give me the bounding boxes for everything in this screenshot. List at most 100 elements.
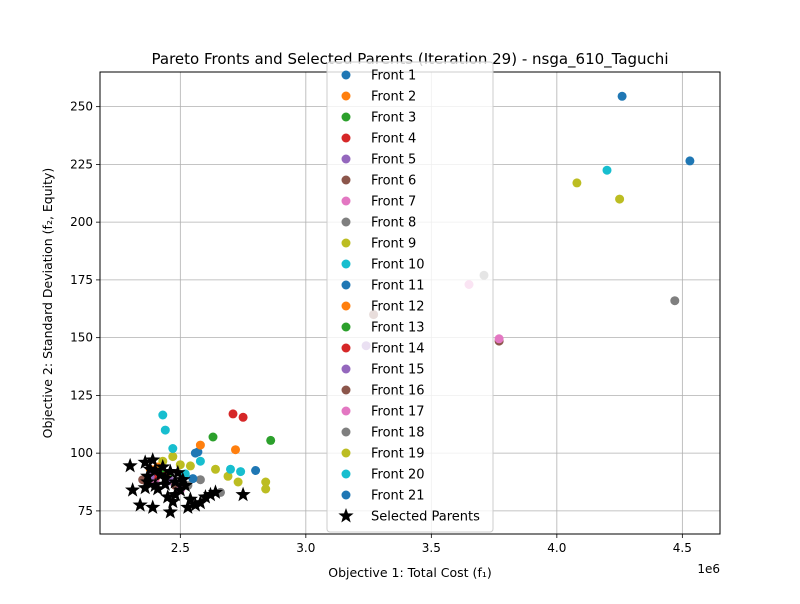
legend-label: Front 16 [371, 384, 425, 399]
legend-label: Front 3 [371, 111, 416, 126]
legend-marker-front-18 [341, 427, 351, 437]
selected-parent-star [207, 484, 224, 499]
axis-ticks: 2.5 3.0 3.5 4.0 4.5 75 100 125 150 175 200 225 250 [70, 100, 692, 555]
selected-parent-star [182, 491, 198, 506]
x-axis-offset-label: 1e6 [697, 562, 720, 576]
legend-label: Front 14 [371, 342, 425, 357]
x-tick-label: 3.0 [296, 541, 315, 555]
legend-label: Front 9 [371, 237, 416, 252]
legend-marker-front-14 [341, 343, 351, 353]
selected-parent-star [162, 504, 178, 519]
legend-marker-front-2 [341, 91, 351, 101]
selected-parent-star [167, 486, 183, 502]
selected-parent-star [147, 462, 163, 477]
legend-marker-front-9 [341, 238, 351, 248]
front-7-point [494, 334, 504, 344]
front-10-point [158, 410, 168, 420]
y-tick-label: 125 [70, 388, 93, 402]
legend-label: Front 15 [371, 363, 425, 378]
front-3-point [266, 435, 276, 445]
selected-parent-star [145, 499, 161, 514]
legend-label: Front 13 [371, 321, 425, 336]
front-9-point [185, 461, 195, 471]
front-10-point [602, 165, 612, 175]
legend-label: Front 12 [371, 300, 425, 315]
selected-parent-star [235, 486, 251, 502]
front-1-point [685, 156, 695, 166]
selected-parent-star [122, 457, 138, 473]
legend-marker-front-15 [341, 364, 351, 374]
selected-parent-star [177, 477, 193, 492]
y-tick-label: 225 [70, 157, 93, 171]
front-9-point [211, 464, 220, 474]
y-tick-label: 250 [70, 100, 93, 114]
legend-label: Selected Parents [371, 510, 480, 525]
front-10-point [168, 444, 178, 453]
x-tick-label: 4.5 [673, 541, 692, 555]
selected-parent-star [167, 474, 183, 489]
legend: Front 1 Front 2 Front 3 Front 4 Front 5 Front… [326, 61, 494, 533]
legend-marker-front-13 [341, 322, 351, 332]
legend-marker-selected-parents [338, 508, 354, 523]
front-9-point [168, 452, 178, 462]
y-tick-label: 175 [70, 273, 93, 287]
selected-parent-star [180, 499, 196, 514]
legend-marker-front-16 [341, 385, 351, 395]
chart-title: Pareto Fronts and Selected Parents (Iter… [152, 50, 669, 69]
selected-parent-star [137, 454, 153, 469]
legend-marker-front-11 [341, 280, 351, 290]
selected-parent-star [165, 493, 181, 509]
front-2-point [195, 440, 205, 450]
front-9-point [615, 194, 625, 204]
x-tick-label: 2.5 [171, 541, 190, 555]
selected-parent-star [150, 480, 166, 496]
front-4-point [228, 409, 238, 419]
legend-marker-front-6 [341, 175, 351, 185]
legend-label: Front 8 [371, 216, 416, 231]
selected-parent-star [170, 464, 186, 480]
selected-parent-star [160, 489, 176, 504]
selected-parent-star [162, 463, 178, 479]
front-3-point [208, 432, 218, 442]
front-9-point [572, 178, 582, 188]
selected-parent-star [157, 476, 173, 491]
front-9-point [261, 484, 271, 494]
legend-label: Front 1 [371, 69, 416, 84]
selected-parent-star [155, 459, 171, 474]
legend-marker-front-8 [341, 217, 351, 227]
selected-parent-star [175, 471, 191, 487]
legend-label: Front 10 [371, 258, 425, 273]
selected-parent-star [125, 482, 141, 497]
front-8-point [670, 296, 680, 306]
selected-parent-star [172, 482, 188, 497]
y-axis-label: Objective 2: Standard Deviation (f₂, Equ… [40, 168, 55, 439]
legend-label: Front 6 [371, 174, 416, 189]
selected-parent-star [152, 467, 168, 482]
y-tick-label: 100 [70, 446, 93, 460]
front-21-point [188, 474, 198, 484]
legend-marker-front-21 [341, 490, 351, 500]
y-tick-label: 75 [78, 504, 93, 518]
legend-label: Front 11 [371, 279, 425, 294]
selected-parent-star [187, 497, 203, 512]
front-10-point [195, 456, 205, 466]
front-1-point [617, 91, 627, 101]
legend-marker-front-12 [341, 301, 351, 311]
front-9-point [261, 477, 271, 487]
front-9-point [233, 477, 243, 487]
legend-label: Front 19 [371, 447, 425, 462]
legend-marker-front-3 [341, 112, 351, 122]
front-11-point [190, 448, 200, 458]
legend-label: Front 5 [371, 153, 416, 168]
selected-parent-star [132, 497, 148, 512]
legend-label: Front 7 [371, 195, 416, 210]
front-11-point [251, 466, 261, 475]
front-4-point [238, 412, 248, 422]
data-points [122, 91, 695, 519]
legend-label: Front 21 [371, 489, 425, 504]
front-10-point [160, 425, 170, 435]
selected-parent-star [197, 489, 214, 504]
legend-marker-front-7 [341, 196, 351, 206]
selected-parent-star [147, 477, 163, 492]
